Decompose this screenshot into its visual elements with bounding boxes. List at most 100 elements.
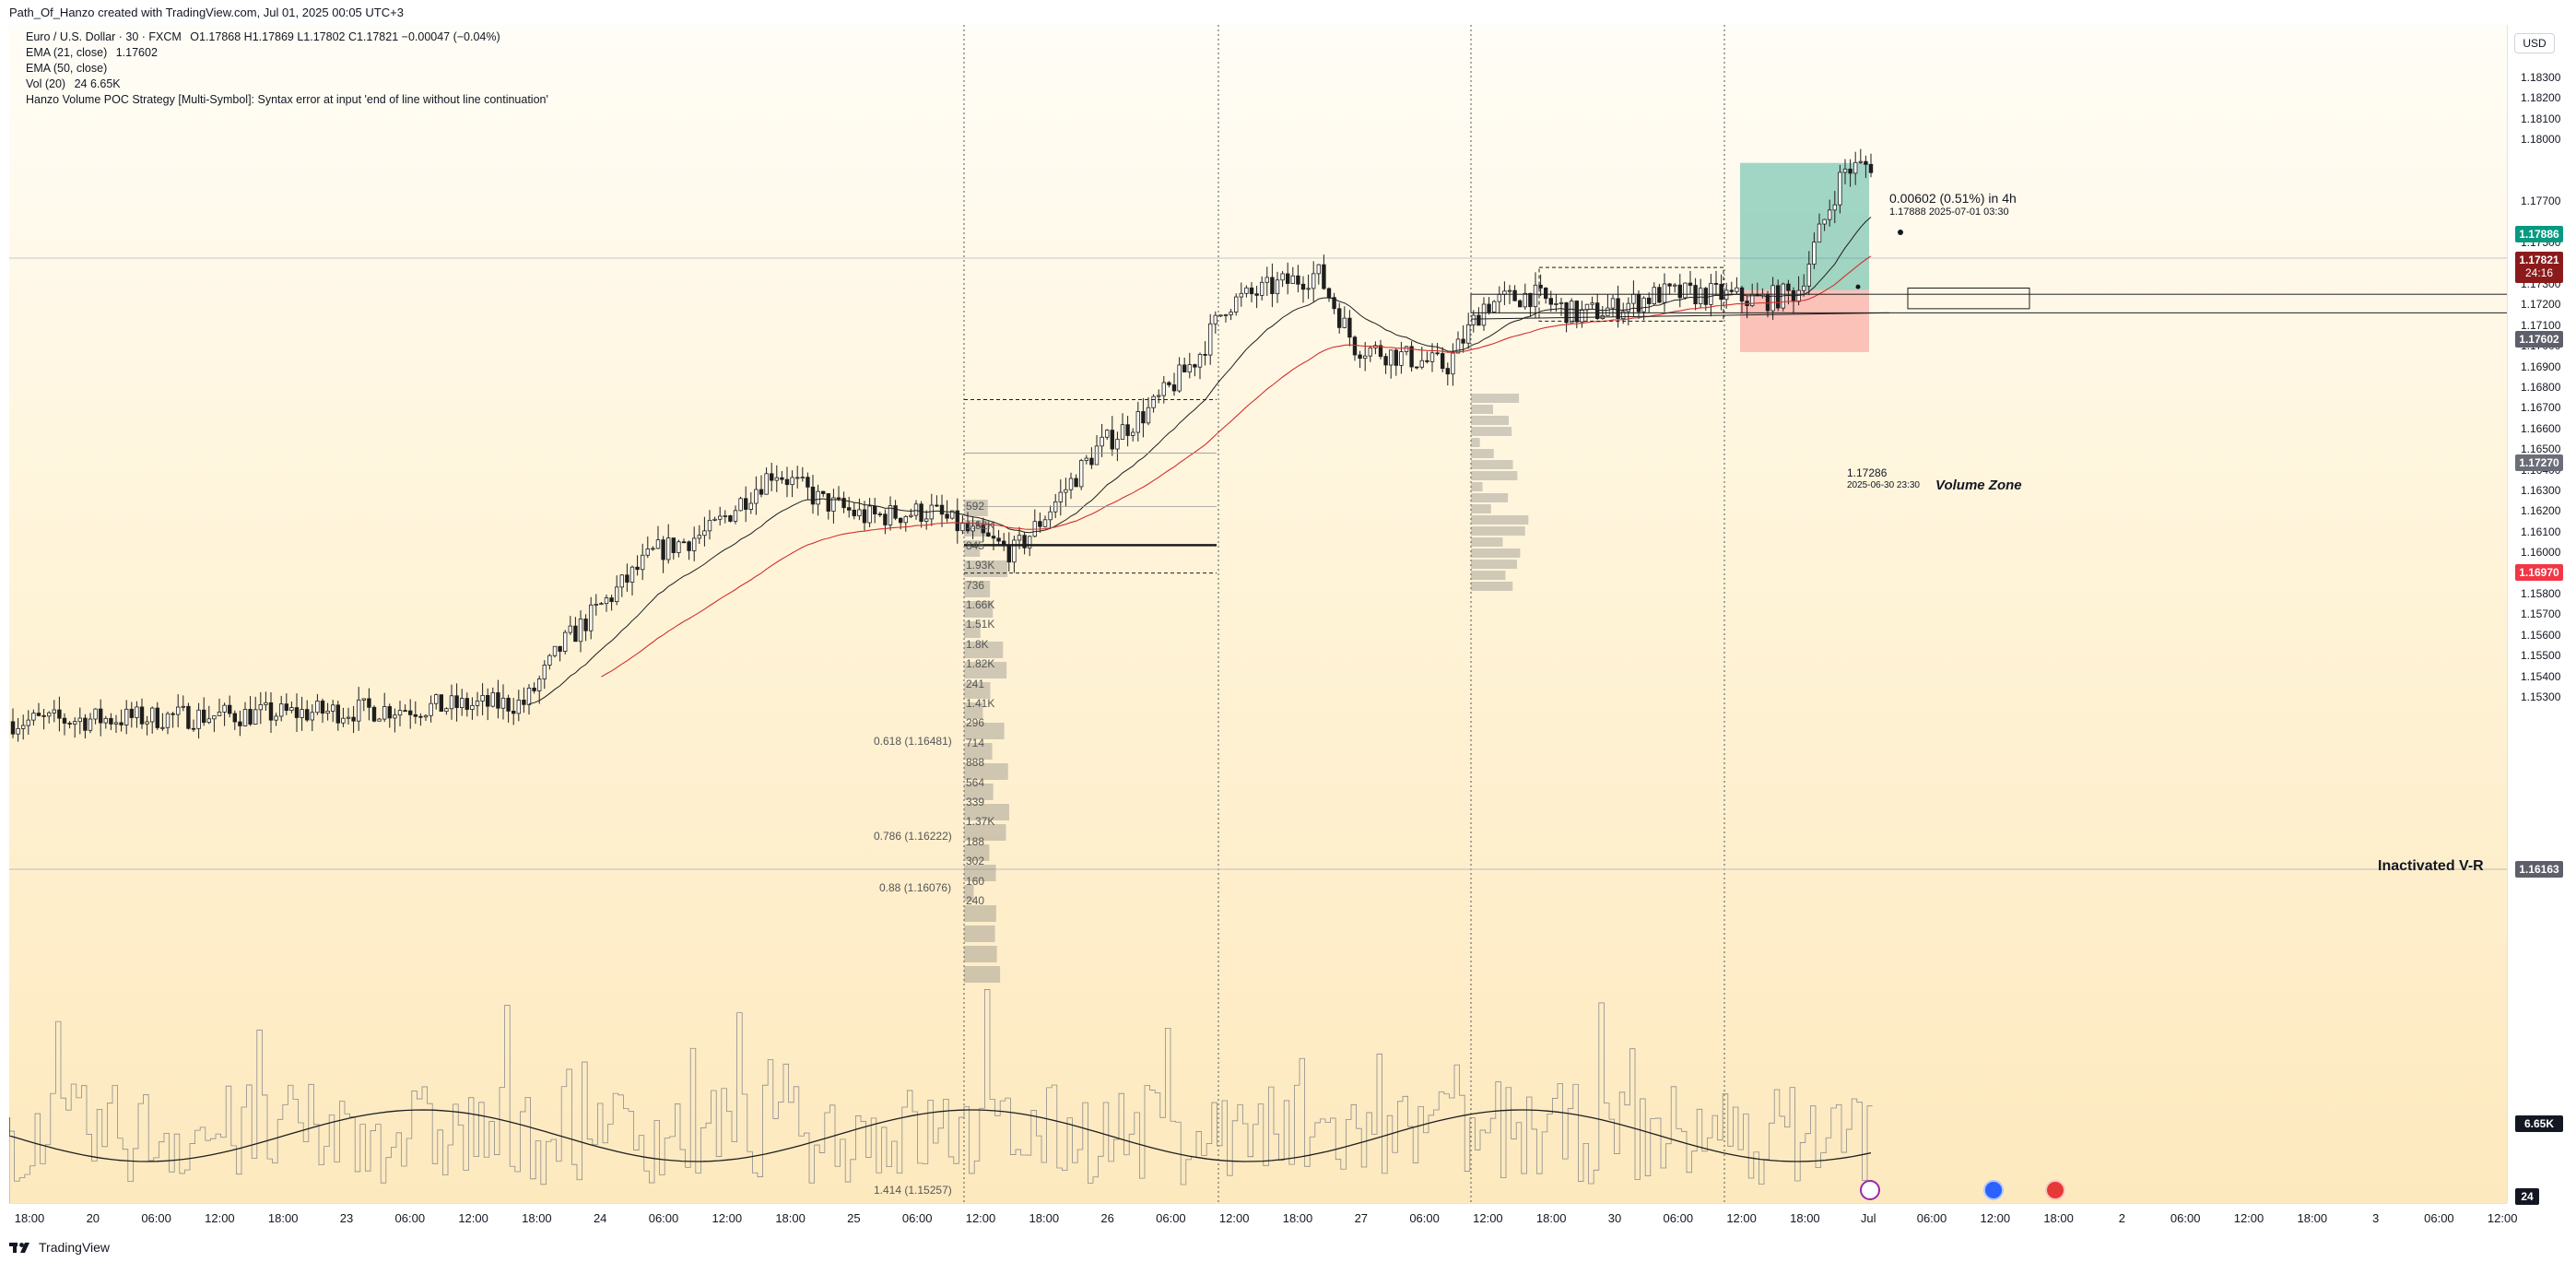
- candle-body: [790, 477, 794, 486]
- candle-body: [20, 725, 26, 729]
- candle-body: [909, 514, 913, 517]
- legend-ema21-row[interactable]: EMA (21, close) 1.17602: [26, 46, 158, 59]
- volume-ma-line: [9, 1109, 1872, 1162]
- candle-body: [232, 713, 237, 723]
- chart-canvas[interactable]: [9, 25, 2507, 1203]
- candle-body: [433, 694, 439, 704]
- time-tick: 12:00: [205, 1211, 235, 1225]
- chart-pane[interactable]: Euro / U.S. Dollar · 30 · FXCM O1.17868 …: [9, 25, 2507, 1203]
- candle-body: [367, 698, 371, 708]
- candle-body: [547, 655, 552, 666]
- candle-body: [1828, 209, 1832, 220]
- time-tick: 06:00: [394, 1211, 426, 1225]
- candle-body: [615, 586, 619, 603]
- time-tick: 18:00: [775, 1211, 806, 1225]
- candle-body: [609, 597, 614, 603]
- time-tick: 12:00: [458, 1211, 488, 1225]
- volume-profile-label: 1.52K: [966, 519, 995, 533]
- candle-body: [10, 721, 16, 735]
- ema50-line: [601, 255, 1872, 678]
- candle-body: [248, 709, 253, 725]
- candle-body: [1476, 314, 1481, 326]
- candle-body: [449, 695, 454, 710]
- entry-price-label: 1.17286: [1847, 466, 1888, 479]
- volume-zone-label[interactable]: Volume Zone: [1935, 478, 2022, 493]
- price-tick: 1.15500: [2521, 649, 2561, 663]
- candle-body: [1713, 283, 1719, 285]
- lightning-event-icon[interactable]: [1860, 1180, 1880, 1200]
- candle-body: [666, 537, 671, 560]
- candle-body: [970, 525, 975, 532]
- candle-body: [1389, 349, 1394, 366]
- candle-body: [1064, 489, 1068, 493]
- legend-vol-row[interactable]: Vol (20) 24 6.65K: [26, 77, 121, 90]
- price-tick: 1.16800: [2521, 381, 2561, 394]
- price-tick: 1.15400: [2521, 669, 2561, 683]
- candle-body: [1105, 430, 1110, 438]
- volume-profile-label: 714: [966, 736, 985, 749]
- us-flag-icon[interactable]: [2045, 1180, 2065, 1200]
- volume-profile-bar: [964, 865, 996, 881]
- volume-profile-bar: [1471, 427, 1512, 436]
- candle-body: [986, 532, 991, 537]
- volume-profile-bar: [964, 581, 991, 597]
- candle-body: [356, 699, 361, 722]
- volume-profile-bar: [1471, 405, 1494, 414]
- time-tick: Jul: [1860, 1211, 1876, 1225]
- candle-body: [1445, 368, 1450, 375]
- volume-profile-bar: [1471, 493, 1509, 502]
- time-tick: 2: [2118, 1211, 2126, 1225]
- candle-body: [1399, 351, 1404, 366]
- candle-body: [976, 525, 981, 527]
- legend-ema50-label: EMA (50, close): [26, 62, 108, 75]
- candle-body: [723, 515, 727, 517]
- candle-body: [1559, 301, 1564, 304]
- candle-body: [1481, 303, 1487, 326]
- volume-profile-bar: [964, 743, 993, 760]
- candle-body: [181, 705, 185, 708]
- legend-vol-value: 24 6.65K: [74, 77, 121, 90]
- candle-body: [583, 619, 588, 631]
- candle-body: [1151, 395, 1156, 408]
- time-tick: 12:00: [1980, 1211, 2011, 1225]
- candle-body: [418, 715, 423, 718]
- candle-body: [919, 503, 923, 522]
- candle-body: [687, 541, 691, 551]
- candle-body: [888, 505, 893, 525]
- candle-body: [1415, 366, 1419, 369]
- currency-button[interactable]: USD: [2514, 33, 2555, 53]
- eu-flag-icon[interactable]: [1983, 1180, 2004, 1200]
- candle-body: [604, 597, 609, 605]
- inactivated-vr-label[interactable]: Inactivated V-R: [2378, 858, 2484, 874]
- candle-body: [361, 698, 366, 701]
- candle-body: [1017, 535, 1022, 541]
- time-tick: 06:00: [648, 1211, 679, 1225]
- time-tick: 06:00: [1916, 1211, 1947, 1225]
- price-scale[interactable]: 1.18300 1.18200 1.18100 1.18000 1.17700 1.175…: [2507, 25, 2576, 1205]
- candle-body: [1347, 317, 1352, 338]
- candle-body: [1171, 384, 1177, 392]
- candle-body: [186, 705, 191, 729]
- time-scale[interactable]: 18:00 20 06:00 12:00 18:00 23 06:00 12:00 18:00 2…: [9, 1203, 2517, 1232]
- candle-body: [816, 490, 820, 505]
- candle-body: [1719, 283, 1723, 301]
- legend-symbol: Euro / U.S. Dollar · 30 · FXCM: [26, 30, 182, 43]
- candle-body: [522, 699, 526, 705]
- candle-body: [625, 574, 629, 583]
- time-tick: 12:00: [2487, 1211, 2518, 1225]
- candle-body: [300, 709, 304, 718]
- candle-body: [641, 554, 645, 571]
- candle-body: [393, 714, 397, 719]
- volume-profile-bar: [1471, 416, 1510, 425]
- time-tick: 18:00: [14, 1211, 45, 1225]
- footer-brand: TradingView: [39, 1240, 111, 1255]
- candle-body: [1461, 338, 1465, 344]
- candle-body: [99, 708, 103, 724]
- time-tick: 12:00: [1726, 1211, 1757, 1225]
- legend-ema50-row[interactable]: EMA (50, close): [26, 62, 107, 75]
- time-tick: 12:00: [965, 1211, 996, 1225]
- candle-body: [712, 518, 717, 521]
- candle-body: [526, 688, 532, 705]
- fib-0786-label: 0.786 (1.16222): [874, 830, 952, 843]
- candle-body: [1817, 223, 1822, 243]
